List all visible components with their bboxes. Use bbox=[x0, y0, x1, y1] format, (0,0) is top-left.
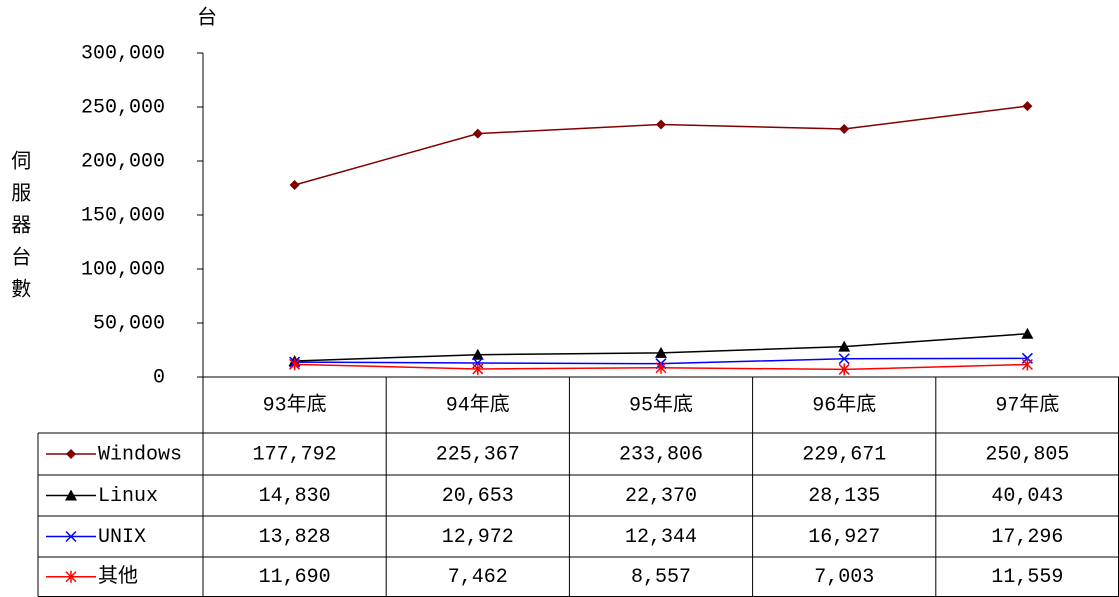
marker bbox=[838, 353, 850, 365]
table-value: 225,367 bbox=[436, 443, 520, 466]
marker bbox=[472, 128, 483, 139]
series-line bbox=[294, 105, 1028, 186]
legend-label: UNIX bbox=[98, 526, 146, 549]
table-value: 177,792 bbox=[253, 443, 337, 466]
y-tick-label: 100,000 bbox=[81, 258, 165, 281]
table-value: 250,805 bbox=[985, 443, 1069, 466]
y-tick-label: 250,000 bbox=[81, 96, 165, 119]
table-value: 233,806 bbox=[619, 443, 703, 466]
marker bbox=[471, 348, 484, 360]
table-value: 8,557 bbox=[631, 566, 691, 589]
legend-label: Windows bbox=[98, 443, 182, 466]
table-value: 20,653 bbox=[442, 485, 514, 508]
marker bbox=[655, 361, 667, 374]
table-value: 7,003 bbox=[814, 566, 874, 589]
x-tick-label: 95年底 bbox=[629, 392, 693, 417]
y-tick-label: 50,000 bbox=[93, 312, 165, 335]
marker bbox=[1022, 101, 1033, 112]
y-unit: 台 bbox=[197, 5, 217, 30]
x-tick-label: 97年底 bbox=[995, 392, 1059, 417]
marker bbox=[66, 449, 76, 459]
marker bbox=[65, 489, 77, 501]
y-tick-label: 150,000 bbox=[81, 204, 165, 227]
x-tick-label: 93年底 bbox=[263, 392, 327, 417]
marker bbox=[1021, 358, 1033, 371]
table-value: 40,043 bbox=[991, 485, 1063, 508]
y-axis-label: 伺服器台數 bbox=[6, 150, 31, 310]
y-tick-label: 300,000 bbox=[81, 42, 165, 65]
marker bbox=[65, 570, 77, 583]
legend-label: Linux bbox=[98, 485, 158, 508]
table-value: 14,830 bbox=[259, 485, 331, 508]
legend-label: 其他 bbox=[98, 564, 138, 589]
marker bbox=[838, 340, 851, 352]
table-value: 12,344 bbox=[625, 526, 697, 549]
table-value: 13,828 bbox=[259, 526, 331, 549]
table-value: 28,135 bbox=[808, 485, 880, 508]
table-value: 16,927 bbox=[808, 526, 880, 549]
marker bbox=[289, 358, 301, 371]
table-value: 7,462 bbox=[448, 566, 508, 589]
marker bbox=[656, 119, 666, 130]
x-tick-label: 96年底 bbox=[812, 392, 876, 417]
marker bbox=[289, 179, 300, 190]
y-tick-label: 200,000 bbox=[81, 150, 165, 173]
marker bbox=[839, 123, 850, 134]
marker bbox=[655, 346, 667, 358]
x-tick-label: 94年底 bbox=[446, 392, 510, 417]
marker bbox=[1021, 327, 1034, 339]
y-tick-label: 0 bbox=[153, 366, 165, 389]
marker bbox=[838, 363, 850, 376]
table-value: 11,559 bbox=[991, 566, 1063, 589]
table-value: 229,671 bbox=[802, 443, 886, 466]
table-value: 11,690 bbox=[259, 566, 331, 589]
table-value: 22,370 bbox=[625, 485, 697, 508]
marker bbox=[472, 362, 484, 375]
table-value: 12,972 bbox=[442, 526, 514, 549]
marker bbox=[65, 530, 77, 543]
table-value: 17,296 bbox=[991, 526, 1063, 549]
